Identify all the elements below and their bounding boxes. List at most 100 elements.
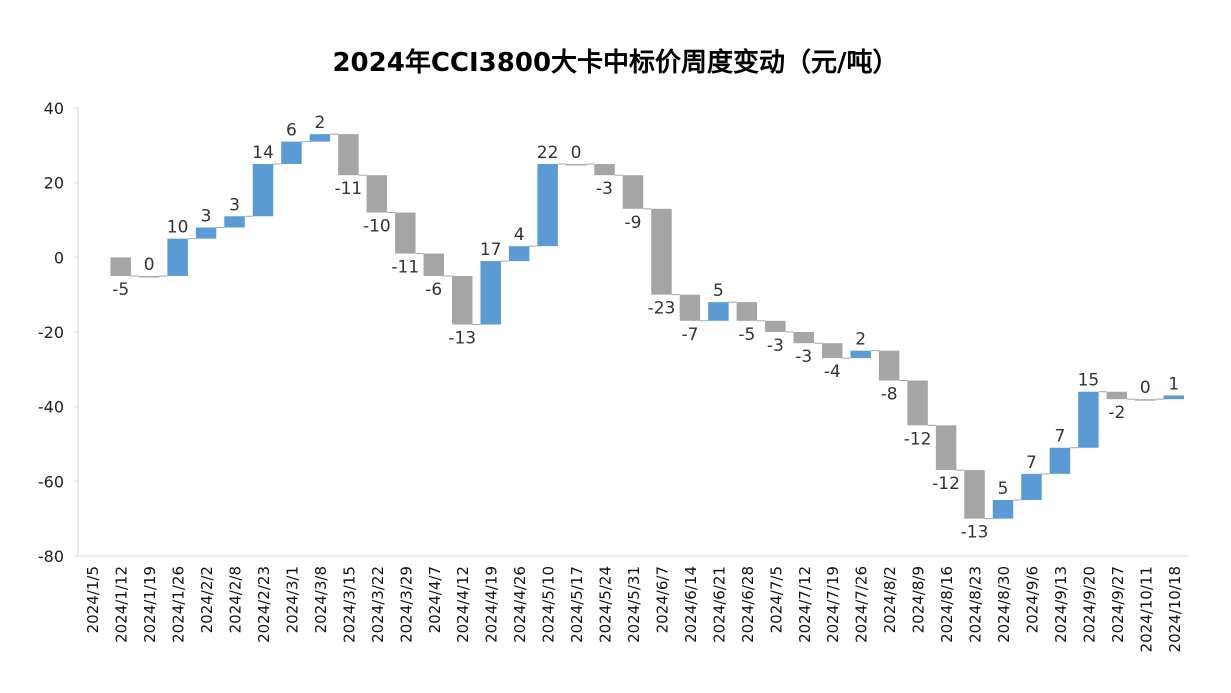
data-label: -13 xyxy=(448,329,476,349)
waterfall-bar xyxy=(508,246,530,262)
x-tick-label: 2024/4/7 xyxy=(426,566,444,633)
x-tick-label: 2024/4/19 xyxy=(483,566,501,643)
y-tick-label: -60 xyxy=(38,472,64,491)
waterfall-bar xyxy=(110,257,131,276)
x-tick-label: 2024/10/11 xyxy=(1137,566,1155,652)
waterfall-bar xyxy=(850,350,871,359)
x-tick-label: 2024/8/9 xyxy=(910,566,928,633)
waterfall-bar xyxy=(167,238,188,276)
waterfall-bar xyxy=(1078,391,1099,448)
data-label: 2 xyxy=(315,113,326,133)
waterfall-bar xyxy=(821,343,843,359)
x-tick-label: 2024/9/6 xyxy=(1023,566,1041,633)
x-tick-label: 2024/5/10 xyxy=(540,566,558,643)
x-tick-label: 2024/4/26 xyxy=(511,566,529,643)
y-tick-label: -80 xyxy=(38,547,64,566)
data-label: 7 xyxy=(1026,453,1037,473)
waterfall-bar xyxy=(907,380,928,426)
x-tick-label: 2024/8/30 xyxy=(995,566,1013,643)
data-label: 0 xyxy=(144,255,155,275)
waterfall-bar xyxy=(480,261,501,325)
x-tick-label: 2024/7/5 xyxy=(767,566,785,633)
waterfall-bar xyxy=(338,134,359,176)
waterfall-bar xyxy=(366,175,388,213)
data-label: -6 xyxy=(425,280,442,300)
x-tick-label: 2024/2/8 xyxy=(227,566,245,633)
x-tick-label: 2024/7/12 xyxy=(796,566,814,643)
data-label: 6 xyxy=(286,121,297,141)
x-tick-label: 2024/6/14 xyxy=(682,566,700,643)
data-label: -11 xyxy=(391,258,419,278)
data-label: 3 xyxy=(201,206,212,226)
x-tick-label: 2024/1/26 xyxy=(170,566,188,643)
x-tick-label: 2024/3/22 xyxy=(369,566,387,643)
waterfall-bar xyxy=(992,500,1014,519)
waterfall-bar xyxy=(935,425,957,471)
waterfall-bar xyxy=(281,141,302,164)
waterfall-bar xyxy=(565,164,587,166)
x-tick-label: 2024/7/26 xyxy=(853,566,871,643)
x-tick-label: 2024/2/23 xyxy=(255,566,273,643)
data-label: -5 xyxy=(738,325,755,345)
waterfall-bar xyxy=(1163,395,1185,400)
y-tick-label: -40 xyxy=(38,398,64,417)
data-label: -23 xyxy=(648,299,676,319)
waterfall-bar xyxy=(793,332,815,344)
x-tick-label: 2024/8/2 xyxy=(881,566,899,633)
data-label: 0 xyxy=(571,143,582,163)
data-label: -3 xyxy=(596,179,613,199)
x-tick-label: 2024/1/5 xyxy=(84,566,102,633)
data-label: -11 xyxy=(334,179,362,199)
data-label: 5 xyxy=(713,281,724,301)
x-tick-label: 2024/5/24 xyxy=(597,566,615,643)
chart-title: 2024年CCI3800大卡中标价周度变动（元/吨） xyxy=(332,48,899,78)
data-label: -9 xyxy=(625,213,642,233)
x-tick-label: 2024/5/17 xyxy=(568,566,586,643)
x-tick-label: 2024/6/28 xyxy=(739,566,757,643)
x-tick-label: 2024/4/12 xyxy=(454,566,472,643)
waterfall-bar xyxy=(1021,473,1042,500)
x-tick-label: 2024/6/21 xyxy=(710,566,728,643)
y-tick-label: 40 xyxy=(44,99,64,118)
data-label: 4 xyxy=(514,225,525,245)
data-label: -5 xyxy=(112,280,129,300)
x-tick-label: 2024/3/29 xyxy=(397,566,415,643)
x-tick-label: 2024/3/8 xyxy=(312,566,330,633)
data-label: 2 xyxy=(855,330,866,350)
data-label: 17 xyxy=(480,240,502,260)
x-tick-label: 2024/7/19 xyxy=(824,566,842,643)
waterfall-bar xyxy=(195,227,217,239)
waterfall-bar xyxy=(1106,391,1128,400)
data-label: -2 xyxy=(1108,403,1125,423)
x-tick-label: 2024/2/2 xyxy=(198,566,216,633)
waterfall-bar xyxy=(224,216,245,228)
data-label: -4 xyxy=(824,362,841,382)
waterfall-bar xyxy=(423,253,445,276)
waterfall-bar xyxy=(537,164,558,247)
waterfall-bar xyxy=(252,164,274,217)
waterfall-bar xyxy=(736,302,758,321)
data-label: 15 xyxy=(1078,371,1100,391)
x-tick-label: 2024/8/16 xyxy=(938,566,956,643)
waterfall-bar xyxy=(594,164,615,176)
x-tick-label: 2024/10/18 xyxy=(1166,566,1184,652)
waterfall-bar xyxy=(878,350,900,381)
data-label: 5 xyxy=(998,479,1009,499)
waterfall-bar xyxy=(1049,447,1071,474)
x-tick-label: 2024/5/31 xyxy=(625,566,643,643)
data-label: -7 xyxy=(681,325,698,345)
data-label: 0 xyxy=(1140,378,1151,398)
x-tick-label: 2024/1/19 xyxy=(141,566,159,643)
data-label: -3 xyxy=(795,347,812,367)
data-label: 14 xyxy=(252,143,274,163)
x-tick-label: 2024/9/13 xyxy=(1052,566,1070,643)
waterfall-bar xyxy=(765,320,786,332)
y-tick-label: 20 xyxy=(44,174,64,193)
data-label: -13 xyxy=(961,523,989,543)
x-tick-label: 2024/9/20 xyxy=(1080,566,1098,643)
waterfall-bar xyxy=(1135,399,1156,401)
x-tick-label: 2024/6/7 xyxy=(653,566,671,633)
x-tick-label: 2024/9/27 xyxy=(1109,566,1127,643)
waterfall-bar xyxy=(964,470,985,519)
